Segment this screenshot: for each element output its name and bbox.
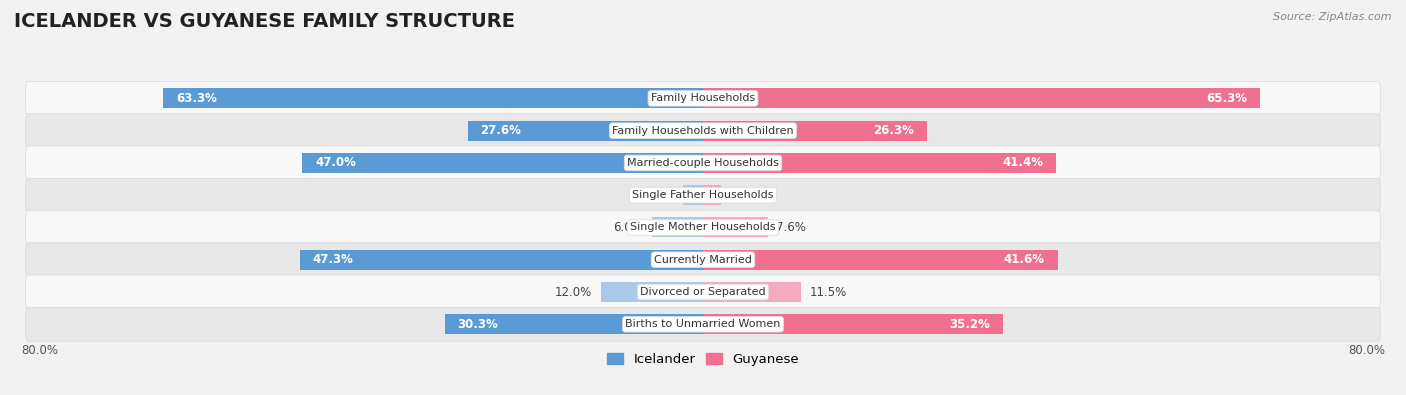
- Text: 26.3%: 26.3%: [873, 124, 914, 137]
- Bar: [468, 120, 703, 141]
- Text: Family Households: Family Households: [651, 93, 755, 103]
- Text: Births to Unmarried Women: Births to Unmarried Women: [626, 319, 780, 329]
- FancyBboxPatch shape: [25, 81, 1381, 115]
- Bar: [703, 314, 1002, 334]
- Text: 47.3%: 47.3%: [312, 253, 353, 266]
- FancyBboxPatch shape: [25, 146, 1381, 180]
- Text: 65.3%: 65.3%: [1206, 92, 1247, 105]
- Text: Married-couple Households: Married-couple Households: [627, 158, 779, 168]
- Bar: [600, 282, 703, 302]
- Bar: [444, 314, 703, 334]
- Text: 63.3%: 63.3%: [176, 92, 217, 105]
- Bar: [652, 218, 703, 237]
- Bar: [703, 282, 801, 302]
- Text: 2.3%: 2.3%: [645, 189, 675, 202]
- Text: Currently Married: Currently Married: [654, 255, 752, 265]
- Text: 11.5%: 11.5%: [810, 286, 846, 299]
- Text: 27.6%: 27.6%: [481, 124, 522, 137]
- Text: 2.1%: 2.1%: [730, 189, 759, 202]
- FancyBboxPatch shape: [25, 211, 1381, 245]
- Bar: [703, 218, 768, 237]
- Bar: [703, 120, 927, 141]
- Text: Single Mother Households: Single Mother Households: [630, 222, 776, 233]
- Bar: [703, 250, 1057, 270]
- Text: Divorced or Separated: Divorced or Separated: [640, 287, 766, 297]
- Text: 7.6%: 7.6%: [776, 221, 806, 234]
- FancyBboxPatch shape: [25, 307, 1381, 341]
- Text: Single Father Households: Single Father Households: [633, 190, 773, 200]
- Text: 6.0%: 6.0%: [613, 221, 644, 234]
- Text: Family Households with Children: Family Households with Children: [612, 126, 794, 135]
- Text: 80.0%: 80.0%: [1348, 344, 1385, 357]
- Bar: [683, 185, 703, 205]
- Text: ICELANDER VS GUYANESE FAMILY STRUCTURE: ICELANDER VS GUYANESE FAMILY STRUCTURE: [14, 12, 515, 31]
- Text: 12.0%: 12.0%: [555, 286, 592, 299]
- Text: 30.3%: 30.3%: [457, 318, 498, 331]
- Bar: [703, 88, 1260, 108]
- Text: Source: ZipAtlas.com: Source: ZipAtlas.com: [1274, 12, 1392, 22]
- FancyBboxPatch shape: [25, 114, 1381, 148]
- Text: 41.4%: 41.4%: [1002, 156, 1043, 169]
- Text: 80.0%: 80.0%: [21, 344, 58, 357]
- Legend: Icelander, Guyanese: Icelander, Guyanese: [602, 348, 804, 371]
- Text: 47.0%: 47.0%: [315, 156, 356, 169]
- Bar: [163, 88, 703, 108]
- Bar: [299, 250, 703, 270]
- Bar: [302, 153, 703, 173]
- Bar: [703, 153, 1056, 173]
- Text: 35.2%: 35.2%: [949, 318, 990, 331]
- Text: 41.6%: 41.6%: [1004, 253, 1045, 266]
- FancyBboxPatch shape: [25, 275, 1381, 309]
- FancyBboxPatch shape: [25, 178, 1381, 212]
- FancyBboxPatch shape: [25, 243, 1381, 277]
- Bar: [703, 185, 721, 205]
